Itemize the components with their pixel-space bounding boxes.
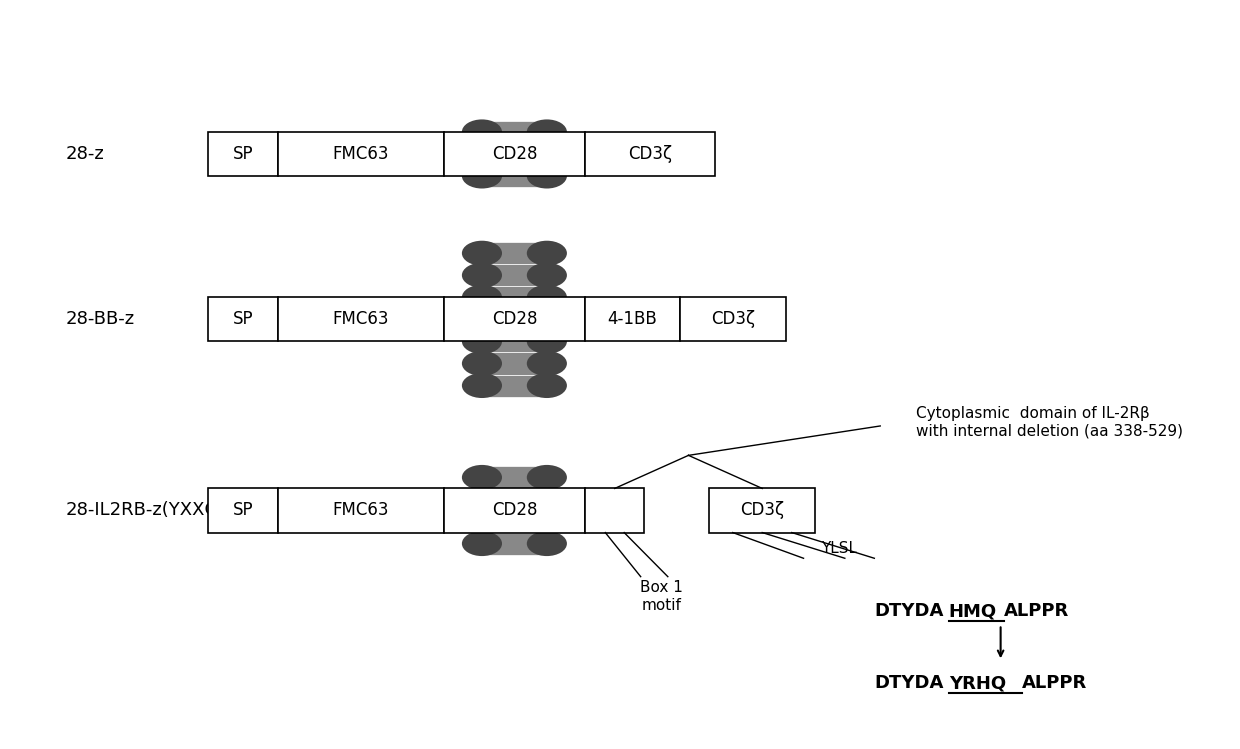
Bar [444, 488, 585, 533]
Circle shape [461, 263, 502, 288]
Circle shape [527, 531, 567, 556]
Bar [207, 132, 278, 176]
Text: 28-BB-z: 28-BB-z [66, 310, 135, 328]
Bar [482, 374, 547, 396]
Circle shape [527, 509, 567, 534]
Bar [444, 297, 585, 342]
Circle shape [461, 119, 502, 145]
Text: 28-z: 28-z [66, 145, 104, 163]
Text: CD28: CD28 [491, 145, 537, 163]
Circle shape [527, 329, 567, 354]
Bar [482, 242, 547, 264]
Text: Cytoplasmic  domain of IL-2Rβ
with internal deletion (aa 338-529): Cytoplasmic domain of IL-2Rβ with intern… [915, 406, 1183, 438]
Bar [207, 488, 278, 533]
Bar [482, 121, 547, 143]
Text: DTYDA: DTYDA [874, 674, 944, 692]
Circle shape [527, 240, 567, 266]
Circle shape [461, 240, 502, 266]
Text: HMQ: HMQ [949, 602, 997, 620]
Bar [482, 511, 547, 533]
Circle shape [461, 487, 502, 512]
Text: YLSL: YLSL [821, 541, 857, 556]
Bar [585, 488, 645, 533]
Bar [482, 286, 547, 309]
Circle shape [461, 285, 502, 310]
Text: SP: SP [233, 145, 253, 163]
Circle shape [461, 329, 502, 354]
Text: CD28: CD28 [491, 310, 537, 328]
Text: 28-IL2RB-z(YXXQ): 28-IL2RB-z(YXXQ) [66, 502, 227, 520]
Circle shape [461, 351, 502, 376]
Text: ALPPR: ALPPR [1022, 674, 1087, 692]
Bar [278, 132, 444, 176]
Text: SP: SP [233, 310, 253, 328]
Text: CD3ζ: CD3ζ [629, 145, 672, 163]
Bar [482, 488, 547, 511]
Circle shape [461, 163, 502, 189]
Text: SP: SP [233, 502, 253, 520]
Bar [680, 297, 786, 342]
Bar [482, 264, 547, 286]
Circle shape [527, 465, 567, 490]
Bar [482, 353, 547, 374]
Circle shape [527, 351, 567, 376]
Circle shape [527, 487, 567, 512]
Bar [482, 330, 547, 353]
Text: FMC63: FMC63 [332, 502, 389, 520]
Bar [709, 488, 816, 533]
Bar [207, 297, 278, 342]
Bar [444, 132, 585, 176]
Text: Box 1
motif: Box 1 motif [641, 580, 683, 613]
Bar [278, 297, 444, 342]
Circle shape [527, 119, 567, 145]
Circle shape [527, 307, 567, 332]
Circle shape [461, 373, 502, 398]
Bar [482, 467, 547, 488]
Bar [482, 533, 547, 554]
Circle shape [527, 142, 567, 166]
Text: CD28: CD28 [491, 502, 537, 520]
Bar [482, 143, 547, 165]
Bar [482, 309, 547, 330]
Text: CD3ζ: CD3ζ [711, 310, 755, 328]
Text: YRHQ: YRHQ [949, 674, 1006, 692]
Circle shape [527, 263, 567, 288]
Bar [585, 132, 715, 176]
Text: CD3ζ: CD3ζ [740, 502, 784, 520]
Circle shape [461, 509, 502, 534]
Bar [482, 165, 547, 187]
Text: FMC63: FMC63 [332, 145, 389, 163]
Circle shape [461, 142, 502, 166]
Bar [278, 488, 444, 533]
Circle shape [527, 285, 567, 310]
Text: DTYDA: DTYDA [874, 602, 944, 620]
Circle shape [461, 465, 502, 490]
Text: ALPPR: ALPPR [1004, 602, 1069, 620]
Bar [585, 297, 680, 342]
Text: 4-1BB: 4-1BB [608, 310, 657, 328]
Circle shape [527, 373, 567, 398]
Text: FMC63: FMC63 [332, 310, 389, 328]
Circle shape [527, 163, 567, 189]
Circle shape [461, 307, 502, 332]
Circle shape [461, 531, 502, 556]
